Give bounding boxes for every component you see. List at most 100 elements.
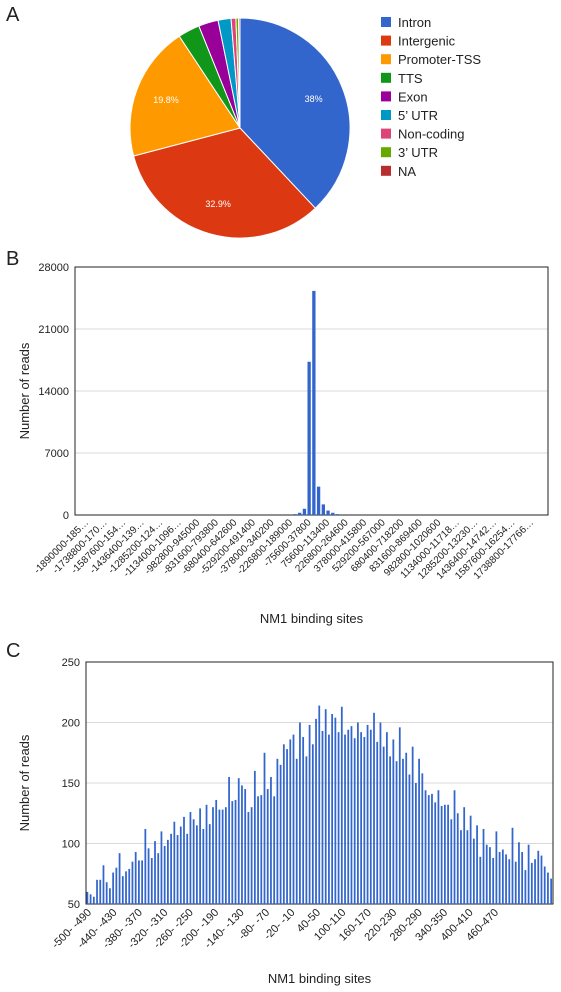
bar xyxy=(521,851,524,904)
legend-label: 3’ UTR xyxy=(398,145,438,160)
bar xyxy=(105,882,108,904)
bar xyxy=(147,848,150,904)
bar xyxy=(154,841,156,904)
bar xyxy=(328,734,330,904)
bar xyxy=(479,856,482,904)
legend-swatch xyxy=(381,72,391,83)
bar xyxy=(495,831,498,904)
y-tick-label: 21000 xyxy=(38,324,69,336)
bar xyxy=(250,807,253,904)
bar xyxy=(125,871,127,904)
bar xyxy=(353,738,356,904)
bar xyxy=(253,770,256,904)
bar xyxy=(508,859,511,904)
legend-swatch xyxy=(381,165,391,176)
bar xyxy=(266,789,269,904)
bar xyxy=(199,808,201,904)
bar xyxy=(224,807,227,904)
bar xyxy=(466,830,469,904)
bar xyxy=(150,858,153,904)
bar xyxy=(331,714,334,904)
bar xyxy=(550,878,553,904)
bar xyxy=(92,896,95,904)
bar xyxy=(476,825,478,904)
bar xyxy=(218,809,221,904)
bar xyxy=(431,793,433,904)
panel-label-b: B xyxy=(6,248,20,270)
bar xyxy=(514,861,517,904)
bar xyxy=(109,888,111,904)
bar xyxy=(402,758,404,904)
bar xyxy=(427,795,430,904)
bar xyxy=(450,819,453,904)
bar xyxy=(163,845,166,904)
pie-data-label: 32.9% xyxy=(205,199,231,209)
y-tick-label: 14000 xyxy=(38,386,69,398)
legend-label: NA xyxy=(398,164,416,179)
bar xyxy=(279,764,282,904)
bar xyxy=(186,833,189,904)
bar xyxy=(286,749,288,904)
bar xyxy=(335,514,340,515)
bar xyxy=(292,734,295,904)
y-axis-title: Number of reads xyxy=(17,734,32,831)
bar xyxy=(453,790,456,904)
panel-label-a: A xyxy=(6,4,20,26)
bar xyxy=(128,868,131,904)
bar xyxy=(228,776,230,904)
bar xyxy=(170,833,172,904)
bar-chart-b: 0 7000 14000 21000 28000 NM1 binding sites Num… xyxy=(17,262,549,626)
bar xyxy=(270,776,272,904)
y-tick-label: 150 xyxy=(62,778,80,790)
bar xyxy=(337,732,340,904)
bar xyxy=(421,773,424,904)
bar xyxy=(537,850,540,904)
bar xyxy=(334,717,337,904)
bar xyxy=(302,508,307,515)
bar xyxy=(205,804,208,904)
bar xyxy=(363,737,366,904)
bar xyxy=(518,842,520,904)
y-tick-label: 200 xyxy=(62,718,80,730)
bar xyxy=(472,838,475,904)
legend-label: Non-coding xyxy=(398,127,465,142)
bar xyxy=(456,813,459,904)
bar xyxy=(547,872,549,904)
pie-slice xyxy=(129,35,241,157)
bar xyxy=(543,866,546,904)
bar xyxy=(183,816,185,904)
bar xyxy=(179,826,182,904)
bar xyxy=(260,795,263,904)
bar xyxy=(389,756,391,904)
y-tick-label: 7000 xyxy=(45,448,69,460)
bar xyxy=(524,870,527,904)
bar xyxy=(357,722,359,904)
bar xyxy=(318,705,321,904)
bar xyxy=(386,732,388,904)
bar xyxy=(134,851,137,904)
bar xyxy=(189,812,192,904)
legend-label: Exon xyxy=(398,89,428,104)
legend-label: Intron xyxy=(398,15,431,30)
bar xyxy=(141,860,144,904)
bar xyxy=(118,853,121,904)
panel-label-c: C xyxy=(6,640,21,662)
bar xyxy=(316,486,321,515)
bar xyxy=(102,865,105,904)
bar xyxy=(305,756,308,904)
x-axis-title: NM1 binding sites xyxy=(260,611,364,626)
bar xyxy=(241,785,243,904)
bar xyxy=(501,849,504,904)
pie-data-label: 38% xyxy=(305,94,323,104)
bar xyxy=(263,752,266,904)
bar xyxy=(257,796,259,904)
pie-legend: Intron Intergenic Promoter-TSS TTS Exon 5’ UT… xyxy=(381,15,481,179)
bar xyxy=(86,891,89,904)
bar xyxy=(321,504,325,515)
pie-slice xyxy=(238,17,241,129)
legend-swatch xyxy=(381,54,391,65)
bar xyxy=(321,730,324,904)
bar xyxy=(144,828,147,904)
bar xyxy=(293,514,297,515)
